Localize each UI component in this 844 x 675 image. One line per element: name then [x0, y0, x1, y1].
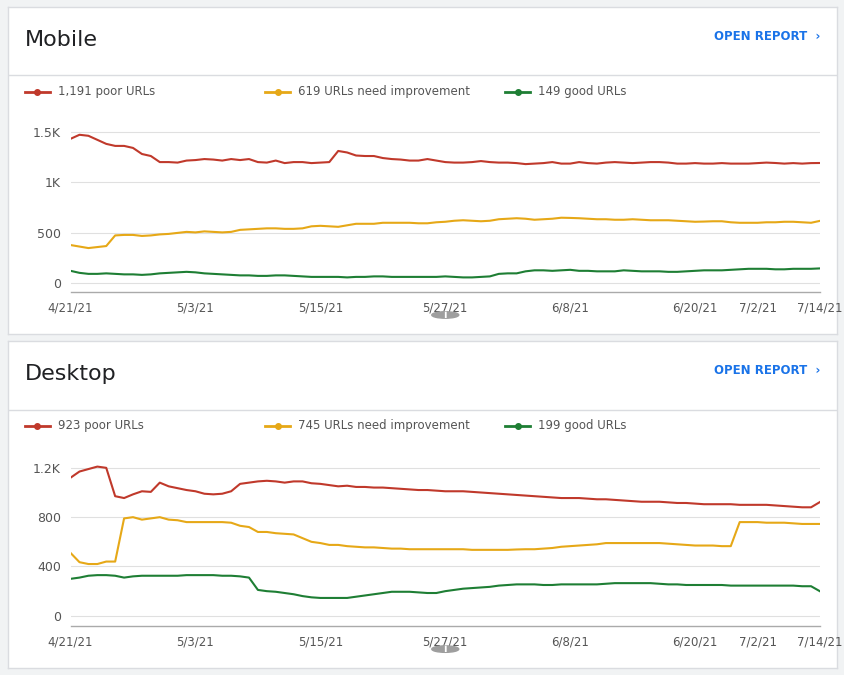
Text: Desktop: Desktop: [25, 364, 116, 384]
Circle shape: [431, 312, 458, 318]
Text: Mobile: Mobile: [25, 30, 98, 50]
Text: i: i: [443, 644, 446, 654]
Text: 149 good URLs: 149 good URLs: [538, 85, 626, 99]
Text: 1,191 poor URLs: 1,191 poor URLs: [58, 85, 155, 99]
Circle shape: [431, 646, 458, 652]
Text: 199 good URLs: 199 good URLs: [538, 419, 626, 433]
Text: OPEN REPORT  ›: OPEN REPORT ›: [713, 364, 819, 377]
Text: 923 poor URLs: 923 poor URLs: [58, 419, 143, 433]
Text: i: i: [443, 310, 446, 320]
Text: 619 URLs need improvement: 619 URLs need improvement: [298, 85, 470, 99]
Text: 745 URLs need improvement: 745 URLs need improvement: [298, 419, 469, 433]
Text: OPEN REPORT  ›: OPEN REPORT ›: [713, 30, 819, 43]
